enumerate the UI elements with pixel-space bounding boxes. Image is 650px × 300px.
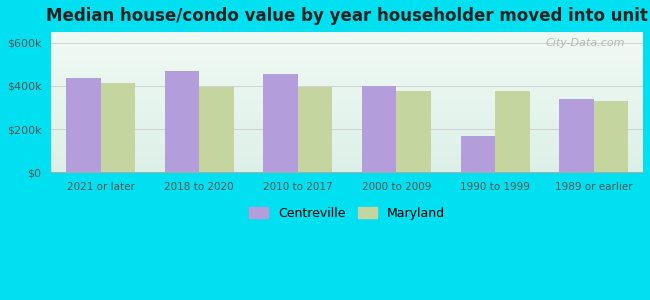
Bar [66,78,101,172]
Bar [461,136,495,172]
Bar [495,92,530,172]
Title: Median house/condo value by year householder moved into unit: Median house/condo value by year househo… [46,7,648,25]
Text: City-Data.com: City-Data.com [546,38,625,48]
Bar [593,101,629,172]
Bar [362,86,396,172]
Bar [200,87,234,172]
Bar [164,71,200,172]
Bar [101,83,135,172]
Bar [298,87,332,172]
Bar [263,74,298,172]
Legend: Centreville, Maryland: Centreville, Maryland [244,202,450,225]
Bar [559,99,593,172]
Bar [396,92,431,172]
